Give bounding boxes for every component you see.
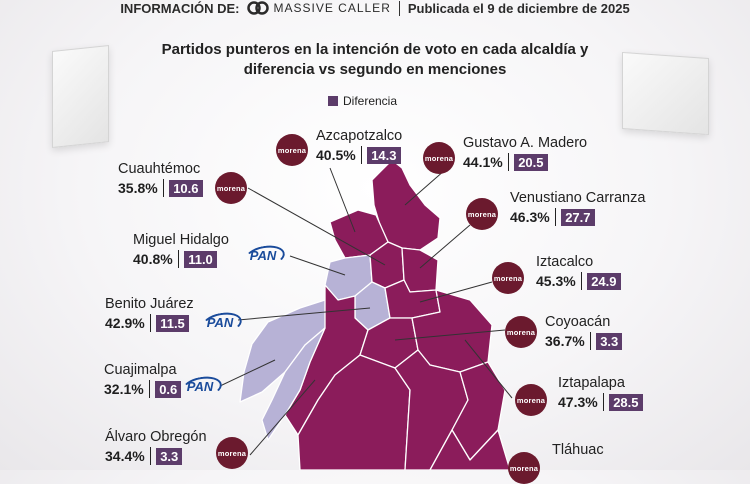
label-iztacalco: Iztacalco 45.3% 24.9: [536, 254, 621, 290]
alcaldia-name: Venustiano Carranza: [510, 190, 646, 206]
massive-caller-logo: MASSIVE CALLER: [247, 1, 390, 15]
vote-percent: 40.8%: [133, 251, 173, 267]
divider: [360, 146, 363, 164]
divider: [554, 208, 557, 226]
difference-badge: 11.5: [156, 314, 189, 332]
region-milpa-alta: [429, 429, 511, 470]
infographic-title: Partidos punteros en la intención de vot…: [161, 41, 589, 78]
region-tlalpan: [297, 354, 411, 470]
alcaldia-name: Cuauhtémoc: [118, 161, 201, 177]
morena-logo: morena: [508, 452, 540, 484]
vote-percent: 45.3%: [536, 273, 576, 289]
alcaldia-name: Álvaro Obregón: [105, 429, 207, 445]
divider: [149, 314, 152, 332]
difference-badge: 0.6: [155, 380, 182, 398]
leader-benito-juarez: [237, 307, 371, 321]
info-label: INFORMACIÓN DE:: [120, 0, 240, 16]
leader-azcapotzalco: [329, 167, 356, 233]
pan-logo: PAN: [243, 245, 283, 265]
vote-percent: 36.7%: [545, 333, 585, 349]
difference-badge: 27.7: [561, 208, 595, 226]
difference-badge: 24.9: [587, 272, 621, 290]
vote-percent: 47.3%: [558, 394, 598, 410]
legend-label: Diferencia: [343, 94, 398, 108]
divider: [149, 447, 152, 465]
legend: Diferencia: [328, 94, 397, 108]
vote-percent: 35.8%: [118, 180, 158, 196]
difference-badge: 11.0: [184, 250, 217, 268]
alcaldia-name: Iztapalapa: [558, 375, 625, 391]
label-iztapalapa: Iztapalapa 47.3% 28.5: [558, 375, 643, 411]
leader-gustavo-a-madero: [404, 169, 446, 206]
pan-logo: PAN: [200, 312, 240, 332]
vote-percent: 40.5%: [316, 147, 356, 163]
difference-badge: 28.5: [609, 393, 643, 411]
label-tlahuac: Tláhuac: [552, 442, 604, 458]
massive-caller-icon: [247, 1, 270, 15]
published-date: Publicada el 9 de diciembre de 2025: [407, 0, 630, 16]
alcaldia-name: Miguel Hidalgo: [133, 232, 229, 248]
vote-percent: 42.9%: [105, 315, 145, 331]
morena-logo: morena: [505, 316, 537, 348]
morena-logo: morena: [215, 172, 247, 204]
leader-iztapalapa: [464, 339, 513, 399]
vote-percent: 46.3%: [510, 209, 550, 225]
difference-badge: 3.3: [596, 332, 623, 350]
label-azcapotzalco: Azcapotzalco 40.5% 14.3: [316, 128, 402, 164]
divider: [177, 250, 180, 268]
leader-alvaro-obregon: [249, 379, 316, 456]
morena-logo: morena: [276, 134, 308, 166]
morena-logo: morena: [423, 142, 455, 174]
divider: [580, 272, 583, 290]
alcaldia-name: Benito Juárez: [105, 296, 194, 312]
leader-miguel-hidalgo: [289, 255, 346, 276]
difference-badge: 14.3: [367, 146, 401, 164]
alcaldia-name: Gustavo A. Madero: [463, 135, 588, 151]
pan-logo: PAN: [180, 376, 220, 396]
label-alvaro-obregon: Álvaro Obregón 34.4% 3.3: [105, 429, 207, 465]
alcaldia-name: Coyoacán: [545, 314, 611, 330]
leader-coyoacan: [394, 329, 506, 341]
label-cuauhtemoc: Cuauhtémoc 35.8% 10.6: [118, 161, 203, 197]
morena-logo: morena: [515, 384, 547, 416]
label-miguel-hidalgo: Miguel Hidalgo 40.8% 11.0: [133, 232, 229, 268]
morena-logo: morena: [216, 437, 248, 469]
alcaldia-name: Tláhuac: [552, 442, 604, 458]
label-venustiano-carranza: Venustiano Carranza 46.3% 27.7: [510, 190, 645, 226]
label-coyoacan: Coyoacán 36.7% 3.3: [545, 314, 623, 350]
divider: [602, 393, 605, 411]
label-gustavo-a-madero: Gustavo A. Madero 44.1% 20.5: [463, 135, 587, 171]
cdmx-map: [219, 159, 513, 470]
divider: [589, 332, 592, 350]
leader-venustiano-carranza: [419, 224, 471, 269]
vote-percent: 44.1%: [463, 154, 503, 170]
header-bar: INFORMACIÓN DE: MASSIVE CALLER Publicada…: [0, 0, 750, 16]
alcaldia-name: Iztacalco: [536, 254, 594, 270]
vote-percent: 32.1%: [104, 381, 144, 397]
difference-badge: 20.5: [514, 153, 548, 171]
label-benito-juarez: Benito Juárez 42.9% 11.5: [105, 296, 194, 332]
region-magdalena-contreras: [261, 327, 326, 441]
brand-name: MASSIVE CALLER: [273, 1, 391, 15]
label-cuajimalpa: Cuajimalpa 32.1% 0.6: [104, 362, 182, 398]
divider: [162, 179, 165, 197]
alcaldia-name: Azcapotzalco: [316, 128, 403, 144]
vote-percent: 34.4%: [105, 448, 145, 464]
legend-swatch: [328, 96, 338, 106]
header-divider: [398, 0, 400, 16]
morena-logo: morena: [466, 198, 498, 230]
leader-cuauhtemoc: [247, 187, 386, 266]
morena-logo: morena: [492, 262, 524, 294]
difference-badge: 3.3: [156, 447, 183, 465]
divider: [148, 380, 151, 398]
divider: [507, 153, 510, 171]
alcaldia-name: Cuajimalpa: [104, 362, 177, 378]
leader-cuajimalpa: [219, 359, 276, 387]
difference-badge: 10.6: [169, 179, 203, 197]
leader-iztacalco: [419, 281, 493, 303]
